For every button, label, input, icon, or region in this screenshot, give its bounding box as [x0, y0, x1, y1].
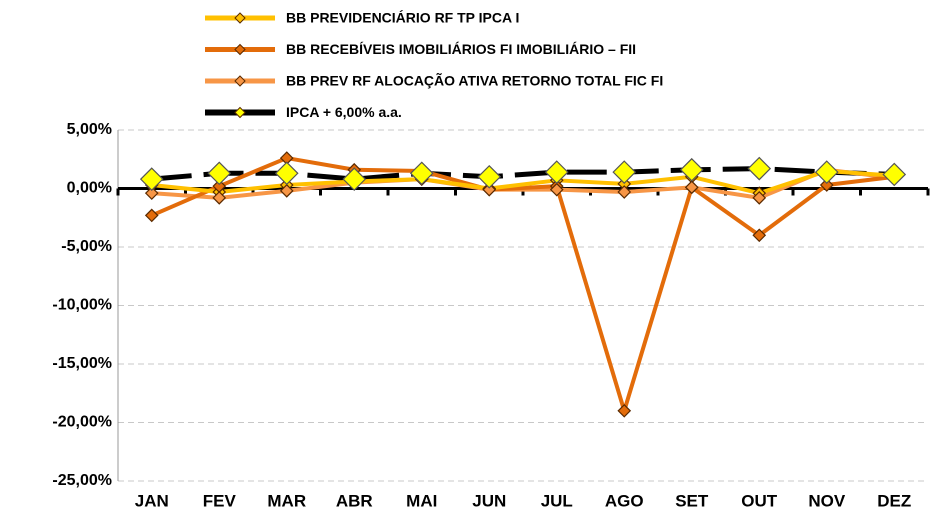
point — [144, 186, 159, 201]
x-tick-label: OUT — [741, 491, 778, 510]
x-tick-label: JUL — [541, 491, 573, 510]
x-tick-label: ABR — [336, 491, 373, 510]
point — [612, 160, 637, 184]
y-tick-label: 0,00% — [67, 180, 112, 197]
series-line — [151, 168, 895, 196]
point — [482, 182, 497, 197]
y-tick-label: -25,00% — [52, 472, 112, 489]
point — [477, 164, 502, 189]
point — [139, 167, 164, 191]
legend-marker — [234, 43, 246, 56]
point — [212, 191, 227, 205]
legend-label: BB PREV RF ALOCAÇÃO ATIVA RETORNO TOTAL … — [286, 72, 663, 89]
legend-label: BB PREVIDENCIÁRIO RF TP IPCA I — [286, 10, 519, 26]
legend-marker — [234, 75, 246, 87]
point — [679, 157, 704, 182]
point — [814, 160, 839, 184]
x-tick-label: MAR — [267, 491, 306, 510]
x-tick-label: JAN — [135, 491, 169, 510]
legend-marker — [234, 12, 246, 24]
point — [274, 161, 299, 186]
point — [279, 183, 294, 198]
x-tick-label: SET — [675, 491, 709, 510]
point — [544, 160, 569, 184]
series-line — [151, 166, 895, 182]
y-tick-label: 5,00% — [67, 121, 112, 138]
point — [207, 161, 232, 186]
point — [684, 180, 699, 195]
x-tick-label: FEV — [203, 491, 237, 510]
point — [549, 182, 564, 197]
y-tick-label: -5,00% — [61, 238, 112, 255]
point — [882, 162, 907, 187]
legend-label: BB RECEBÍVEIS IMOBILIÁRIOS FI IMOBILIÁRI… — [286, 41, 636, 57]
x-tick-label: JUN — [472, 491, 506, 510]
point — [409, 161, 434, 186]
series-line — [150, 156, 895, 413]
x-tick-label: AGO — [605, 491, 644, 510]
x-tick-label: NOV — [808, 491, 846, 510]
y-tick-label: -15,00% — [52, 355, 112, 372]
point — [747, 156, 772, 181]
point — [617, 403, 632, 418]
x-tick-label: MAI — [406, 491, 437, 510]
x-tick-label: DEZ — [877, 491, 911, 510]
point — [752, 191, 767, 205]
point — [752, 228, 767, 243]
point — [617, 185, 632, 199]
point — [144, 208, 159, 223]
point — [342, 167, 367, 191]
legend-marker — [234, 106, 246, 119]
y-tick-label: -20,00% — [52, 414, 112, 431]
legend-label: IPCA + 6,00% a.a. — [286, 104, 402, 120]
point — [819, 178, 834, 192]
y-tick-label: -10,00% — [52, 297, 112, 314]
